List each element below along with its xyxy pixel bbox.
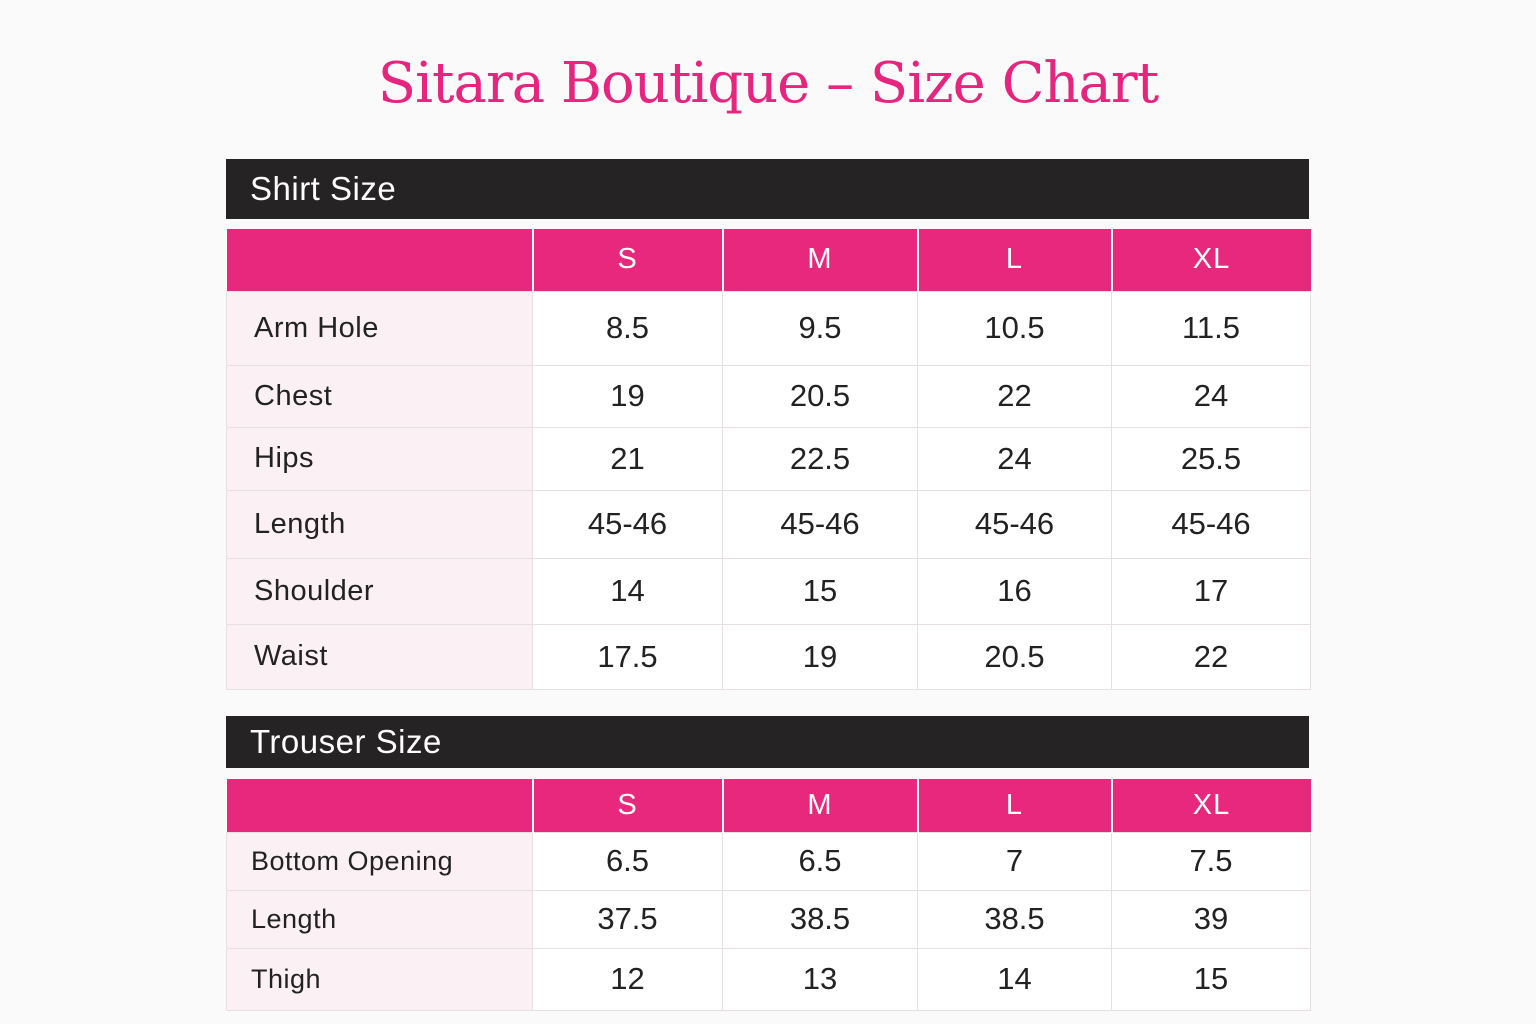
trouser-section-title: Trouser Size — [250, 723, 442, 760]
header-size-s: S — [531, 779, 723, 832]
header-corner-cell — [226, 779, 533, 832]
row-label: Arm Hole — [226, 290, 533, 366]
table-cell: 8.5 — [532, 290, 723, 366]
row-label: Length — [226, 889, 533, 949]
row-label: Shoulder — [226, 557, 533, 625]
table-cell: 45-46 — [722, 489, 918, 559]
table-cell: 39 — [1111, 889, 1311, 949]
table-cell: 19 — [722, 623, 918, 690]
table-cell: 22.5 — [722, 426, 918, 491]
header-size-l: L — [916, 229, 1112, 291]
shirt-section-header: Shirt Size — [226, 159, 1309, 219]
table-cell: 6.5 — [532, 831, 723, 891]
header-size-m: M — [721, 229, 918, 291]
table-cell: 21 — [532, 426, 723, 491]
table-cell: 7.5 — [1111, 831, 1311, 891]
table-cell: 14 — [917, 947, 1112, 1011]
table-cell: 7 — [917, 831, 1112, 891]
shirt-section-title: Shirt Size — [250, 170, 397, 207]
table-cell: 38.5 — [722, 889, 918, 949]
page-title: Sitara Boutique – Size Chart — [377, 51, 1159, 116]
row-label: Waist — [226, 623, 533, 690]
table-cell: 12 — [532, 947, 723, 1011]
header-size-xl: XL — [1110, 779, 1311, 832]
trouser-section-header: Trouser Size — [226, 716, 1309, 768]
table-header-row: S M L XL — [226, 229, 1311, 291]
table-cell: 15 — [1111, 947, 1311, 1011]
trouser-size-table: S M L XL Bottom Opening 6.5 6.5 7 7.5 Le… — [226, 779, 1311, 1011]
table-cell: 10.5 — [917, 290, 1112, 366]
row-label: Hips — [226, 426, 533, 491]
table-cell: 45-46 — [532, 489, 723, 559]
table-cell: 22 — [1111, 623, 1311, 690]
shirt-size-table: S M L XL Arm Hole 8.5 9.5 10.5 11.5 Ches… — [226, 229, 1311, 690]
table-cell: 9.5 — [722, 290, 918, 366]
table-row: Chest 19 20.5 22 24 — [226, 364, 1311, 428]
table-cell: 19 — [532, 364, 723, 428]
table-cell: 38.5 — [917, 889, 1112, 949]
table-cell: 45-46 — [917, 489, 1112, 559]
table-cell: 45-46 — [1111, 489, 1311, 559]
table-cell: 14 — [532, 557, 723, 625]
table-cell: 15 — [722, 557, 918, 625]
table-row: Shoulder 14 15 16 17 — [226, 557, 1311, 625]
table-cell: 25.5 — [1111, 426, 1311, 491]
table-row: Waist 17.5 19 20.5 22 — [226, 623, 1311, 690]
row-label: Chest — [226, 364, 533, 428]
table-cell: 20.5 — [722, 364, 918, 428]
row-label: Thigh — [226, 947, 533, 1011]
table-cell: 11.5 — [1111, 290, 1311, 366]
table-row: Bottom Opening 6.5 6.5 7 7.5 — [226, 831, 1311, 891]
table-cell: 37.5 — [532, 889, 723, 949]
table-cell: 24 — [917, 426, 1112, 491]
row-label: Bottom Opening — [226, 831, 533, 891]
table-row: Thigh 12 13 14 15 — [226, 947, 1311, 1011]
table-header-row: S M L XL — [226, 779, 1311, 832]
table-cell: 13 — [722, 947, 918, 1011]
table-row: Hips 21 22.5 24 25.5 — [226, 426, 1311, 491]
table-cell: 22 — [917, 364, 1112, 428]
header-size-m: M — [721, 779, 918, 832]
header-corner-cell — [226, 229, 533, 291]
table-cell: 20.5 — [917, 623, 1112, 690]
table-row: Arm Hole 8.5 9.5 10.5 11.5 — [226, 290, 1311, 366]
header-size-s: S — [531, 229, 723, 291]
header-size-l: L — [916, 779, 1112, 832]
table-row: Length 37.5 38.5 38.5 39 — [226, 889, 1311, 949]
table-cell: 17.5 — [532, 623, 723, 690]
table-cell: 6.5 — [722, 831, 918, 891]
row-label: Length — [226, 489, 533, 559]
table-cell: 17 — [1111, 557, 1311, 625]
table-cell: 16 — [917, 557, 1112, 625]
header-size-xl: XL — [1110, 229, 1311, 291]
table-cell: 24 — [1111, 364, 1311, 428]
table-row: Length 45-46 45-46 45-46 45-46 — [226, 489, 1311, 559]
